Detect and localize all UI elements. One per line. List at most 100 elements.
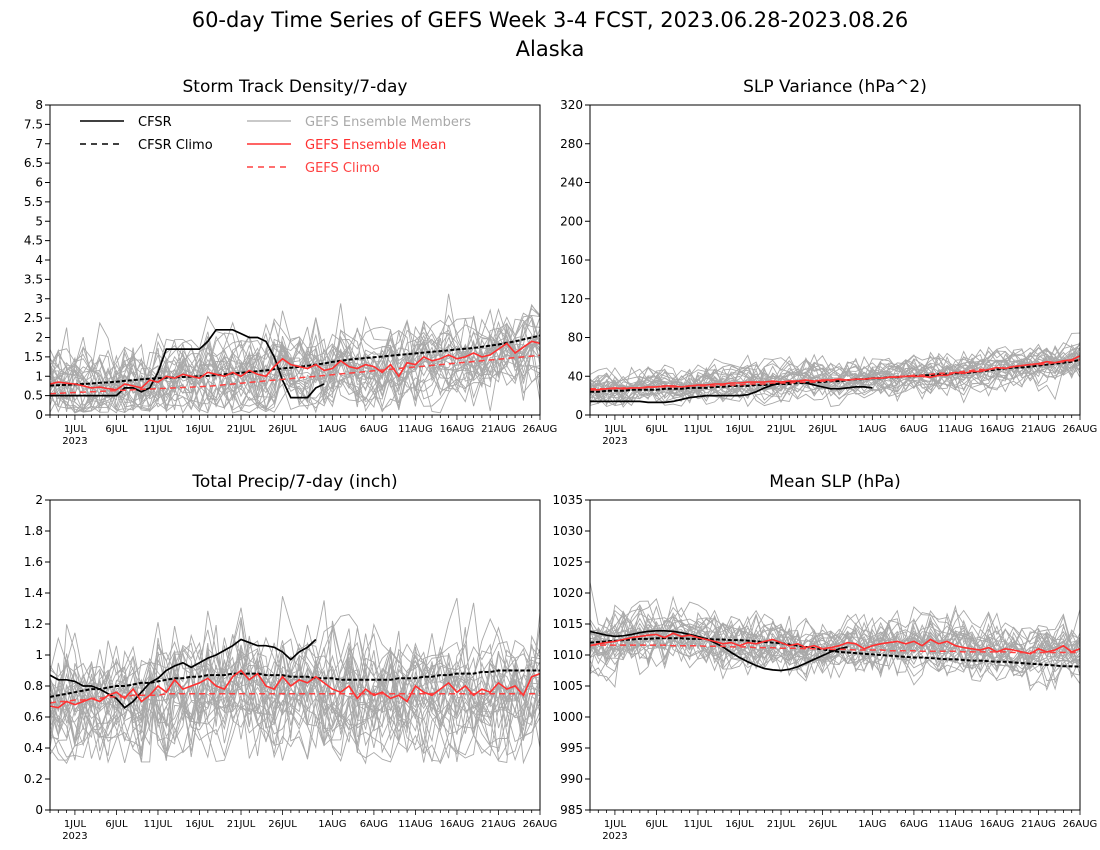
ensemble-member-line <box>590 622 1080 680</box>
panel-title: Storm Track Density/7-day <box>183 77 408 97</box>
x-tick-label: 6AUG <box>360 819 388 830</box>
x-year-label: 2023 <box>62 436 87 447</box>
ensemble-members <box>590 581 1080 692</box>
y-tick-label: 0.2 <box>24 772 43 786</box>
x-tick-label: 11AUG <box>398 819 433 830</box>
panel-title: Total Precip/7-day (inch) <box>191 472 397 492</box>
ensemble-member-line <box>590 603 1080 677</box>
ensemble-member-line <box>50 345 540 414</box>
x-tick-label: 11AUG <box>938 424 973 435</box>
cfsr-line <box>590 380 873 404</box>
ensemble-member-line <box>50 634 540 757</box>
y-tick-label: 80 <box>568 331 583 345</box>
ensemble-members <box>590 332 1080 408</box>
cfsr-line <box>590 629 848 672</box>
x-tick-label: 11JUL <box>684 424 713 435</box>
gefs-mean-line <box>50 340 540 391</box>
cfsr-climo-line <box>50 669 540 698</box>
gefs-climo-line <box>590 359 1080 390</box>
ensemble-member-line <box>50 607 540 724</box>
ensemble-member-line <box>590 342 1080 407</box>
x-tick-label: 1JUL <box>604 819 627 830</box>
ensemble-member-line <box>50 647 540 759</box>
x-tick-label: 11JUL <box>144 819 173 830</box>
legend-label-gefs-climo: GEFS Climo <box>305 161 380 176</box>
y-tick-label: 0 <box>35 803 43 817</box>
cfsr-climo-line <box>50 334 540 387</box>
gefs-mean-line <box>50 669 540 709</box>
x-tick-label: 11AUG <box>938 819 973 830</box>
y-tick-label: 985 <box>560 803 583 817</box>
ensemble-member-line <box>50 597 540 742</box>
x-tick-label: 11JUL <box>684 819 713 830</box>
y-tick-label: 2 <box>35 331 43 345</box>
y-tick-label: 1.6 <box>24 555 43 569</box>
x-tick-label: 16JUL <box>185 819 214 830</box>
x-tick-label: 21AUG <box>1021 819 1056 830</box>
legend-label-cfsr: CFSR <box>138 115 172 130</box>
gefs-climo-line <box>50 693 540 704</box>
legend-label-members: GEFS Ensemble Members <box>305 115 471 130</box>
x-tick-label: 11JUL <box>144 424 173 435</box>
x-tick-label: 21AUG <box>1021 424 1056 435</box>
x-tick-label: 6JUL <box>645 819 668 830</box>
gefs-mean-line <box>590 632 1080 655</box>
y-tick-label: 1.2 <box>24 617 43 631</box>
y-tick-label: 1015 <box>552 617 583 631</box>
x-tick-label: 16AUG <box>440 424 475 435</box>
x-tick-label: 21AUG <box>481 819 516 830</box>
y-tick-label: 320 <box>560 98 583 112</box>
x-tick-label: 1JUL <box>64 819 87 830</box>
y-tick-label: 7.5 <box>24 117 43 131</box>
panel-total-precip: Total Precip/7-day (inch) 0 0.2 0.4 0.6 0.8 1… <box>24 472 557 842</box>
cfsr-line <box>50 638 317 709</box>
ensemble-member-line <box>590 601 1080 667</box>
ensemble-member-line <box>590 358 1080 400</box>
panel-title: Mean SLP (hPa) <box>769 472 901 492</box>
ensemble-member-line <box>50 656 540 761</box>
ensemble-member-line <box>50 612 540 734</box>
legend-label-cfsr-climo: CFSR Climo <box>138 138 213 153</box>
y-tick-label: 990 <box>560 772 583 786</box>
x-tick-label: 6AUG <box>900 819 928 830</box>
y-tick-label: 995 <box>560 741 583 755</box>
ensemble-members <box>50 596 540 765</box>
panel-slp-variance: SLP Variance (hPa^2) 0 40 80 120 160 200 240 28… <box>560 77 1097 447</box>
y-tick-label: 1025 <box>552 555 583 569</box>
y-tick-label: 7 <box>35 137 43 151</box>
panel-mean-slp: Mean SLP (hPa) 985 990 995 1000 1005 1010 1015… <box>552 472 1097 842</box>
y-tick-label: 0.4 <box>24 741 43 755</box>
y-tick-label: 4 <box>35 253 43 267</box>
legend: CFSR CFSR Climo GEFS Ensemble Members GE… <box>80 115 471 176</box>
y-tick-label: 1030 <box>552 524 583 538</box>
y-tick-label: 40 <box>568 369 583 383</box>
y-tick-label: 2 <box>35 493 43 507</box>
y-tick-label: 5.5 <box>24 195 43 209</box>
x-tick-label: 1JUL <box>604 424 627 435</box>
ensemble-member-line <box>50 642 540 754</box>
y-tick-label: 1035 <box>552 493 583 507</box>
x-year-label: 2023 <box>602 436 627 447</box>
gefs-mean-line <box>590 355 1080 391</box>
y-tick-label: 2.5 <box>24 311 43 325</box>
x-tick-label: 6JUL <box>105 819 128 830</box>
ensemble-member-line <box>50 324 540 408</box>
x-tick-label: 16JUL <box>725 424 754 435</box>
x-tick-label: 26AUG <box>523 819 558 830</box>
ensemble-member-line <box>590 614 1080 679</box>
x-tick-label: 26JUL <box>268 424 297 435</box>
y-tick-label: 0 <box>35 408 43 422</box>
x-tick-label: 6AUG <box>360 424 388 435</box>
y-tick-label: 1 <box>35 648 43 662</box>
gefs-climo-line <box>50 354 540 395</box>
x-tick-label: 21JUL <box>767 819 796 830</box>
ensemble-member-line <box>50 628 540 761</box>
x-tick-label: 16AUG <box>440 819 475 830</box>
ensemble-member-line <box>590 343 1080 397</box>
x-tick-label: 16AUG <box>980 424 1015 435</box>
x-tick-label: 16JUL <box>725 819 754 830</box>
x-tick-label: 16JUL <box>185 424 214 435</box>
cfsr-climo-line <box>590 637 1080 668</box>
ensemble-member-line <box>50 624 540 743</box>
